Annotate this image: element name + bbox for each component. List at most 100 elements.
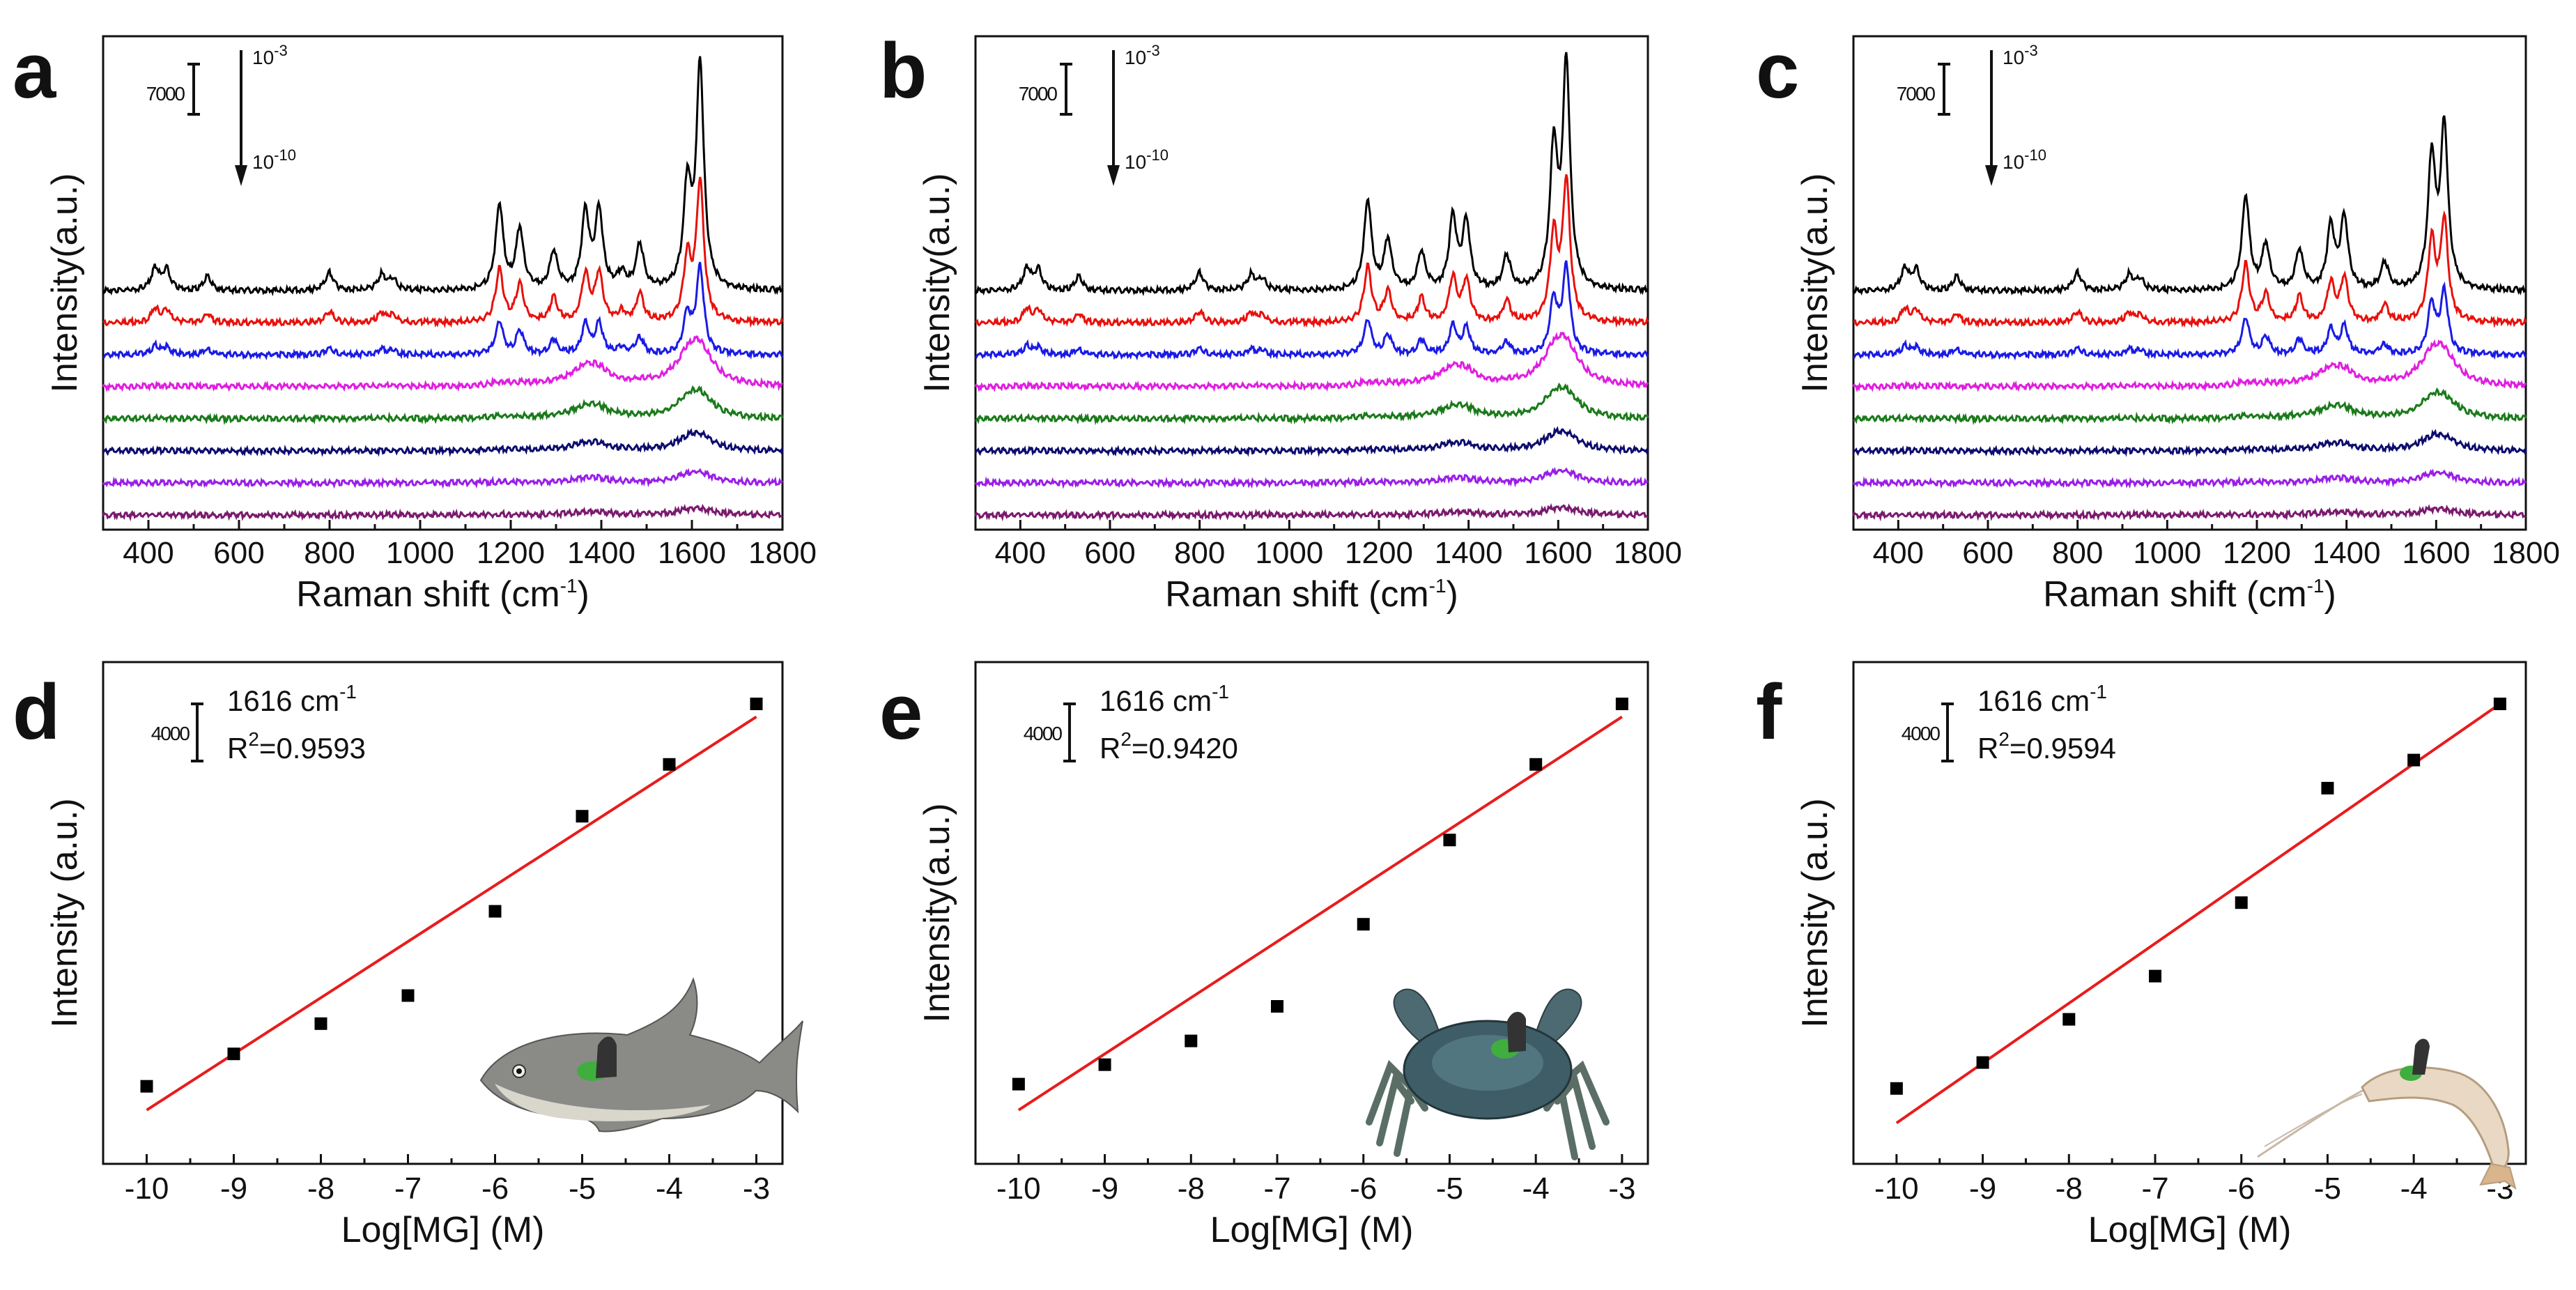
spectrum-line-5 (1853, 281, 2527, 361)
annotation-wavenumber: 1616 cm-1 (1100, 681, 1229, 717)
x-tick-label: -4 (2400, 1172, 2428, 1206)
panel-label-f: f (1756, 668, 1782, 755)
spectrum-line-9 (1852, 468, 2527, 489)
data-point (1890, 1082, 1903, 1095)
spectrum-line-4 (1853, 210, 2527, 329)
spectrum-line-8 (102, 428, 784, 457)
spectrum-line-7 (1853, 387, 2527, 426)
scatter-panel-d: d -10 -9 -8 -7 -6 -5 -4 -3 Log[MG] (M) Intensity (… (13, 661, 784, 1250)
shrimp-antenna (2257, 1086, 2370, 1158)
arrow-top-label: 10-3 (2003, 42, 2038, 68)
shrimp-illustration (2257, 1038, 2517, 1190)
annotation-wavenumber-main: 1616 cm (227, 684, 339, 717)
data-point (314, 1017, 327, 1030)
shrimp-antenna (2264, 1093, 2363, 1147)
arrow-bottom-exp: -10 (1146, 146, 1169, 164)
annotation-r2-sup: 2 (1998, 728, 2010, 750)
scale-bar-label: 4000 (151, 723, 190, 744)
panel-label-a: a (13, 27, 56, 114)
x-tick-label: 600 (1084, 536, 1135, 570)
data-point (1443, 834, 1456, 847)
data-point (401, 989, 415, 1002)
sensor-device-icon (2412, 1038, 2430, 1075)
spectrum-line-3 (1852, 115, 2527, 297)
spectrum-line-10 (102, 503, 783, 522)
x-tick-label: -3 (743, 1172, 770, 1206)
arrow-top-base: 10 (2003, 47, 2024, 68)
x-axis-title: Log[MG] (M) (2088, 1210, 2292, 1250)
panel-label-e: e (879, 668, 923, 755)
x-tick-label: 1800 (2492, 536, 2560, 570)
x-tick-label: -10 (1874, 1172, 1919, 1206)
spectrum-line-6 (102, 335, 784, 392)
plot-frame (102, 35, 784, 531)
data-point (1271, 1000, 1284, 1013)
spectrum-line-5 (102, 261, 784, 361)
data-point (2493, 698, 2506, 710)
x-tick-label: -9 (1969, 1172, 1996, 1206)
plot-frame (974, 661, 1649, 1165)
y-axis-title: Intensity(a.u.) (1795, 173, 1835, 392)
arrow-top-base: 10 (252, 47, 274, 68)
arrow-bottom-base: 10 (2003, 151, 2024, 173)
spectrum-line-6 (1852, 339, 2527, 392)
arrow-top-exp: -3 (274, 42, 288, 59)
data-point (2062, 1013, 2076, 1026)
spectrum-line-8 (1852, 429, 2527, 457)
spectrum-line-8 (974, 426, 1649, 457)
spectra-panel-a: a 400 600 800 1000 1200 1400 1600 1800 Raman shif… (13, 27, 817, 615)
x-axis-title: Raman shift (cm-1) (2043, 574, 2336, 615)
x-tick-label: -7 (394, 1172, 422, 1206)
x-tick-label: -3 (1608, 1172, 1635, 1206)
spectrum-line-7 (975, 382, 1649, 426)
data-point (750, 698, 763, 710)
arrow-head-icon (235, 165, 247, 186)
x-axis-title-suffix: ) (578, 574, 589, 615)
x-tick-label: 1600 (2402, 536, 2470, 570)
x-tick-label: 1200 (2223, 536, 2291, 570)
x-axis-title: Raman shift (cm-1) (1165, 574, 1458, 615)
y-axis-title: Intensity(a.u.) (45, 173, 85, 392)
x-tick-label: -7 (1263, 1172, 1290, 1206)
x-axis-title-main: Raman shift (cm (1165, 574, 1429, 615)
arrow-bottom-label: 10-10 (1125, 146, 1169, 173)
plot-frame (1852, 35, 2527, 531)
spectrum-line-6 (974, 331, 1649, 392)
x-tick-label: -6 (481, 1172, 509, 1206)
data-point (227, 1047, 240, 1061)
arrow-bottom-label: 10-10 (2003, 146, 2046, 173)
fit-line (1895, 702, 2501, 1125)
crab-shell-highlight (1432, 1035, 1543, 1091)
spectrum-line-10 (974, 502, 1649, 522)
x-tick-label: 1800 (748, 536, 817, 570)
x-tick-label: 1200 (1345, 536, 1413, 570)
x-axis-title: Raman shift (cm-1) (296, 574, 589, 615)
sensor-device-icon (596, 1036, 617, 1078)
x-tick-label: 1800 (1614, 536, 1682, 570)
x-tick-label: 400 (995, 536, 1046, 570)
fit-line (1017, 715, 1623, 1112)
x-tick-label: -10 (125, 1172, 169, 1206)
x-tick-label: -9 (220, 1172, 247, 1206)
data-point (1976, 1056, 1989, 1069)
data-point (1012, 1077, 1025, 1091)
annotation-r2: R2=0.9420 (1100, 728, 1238, 765)
annotation-wavenumber-sup: -1 (1212, 681, 1229, 702)
arrow-bottom-label: 10-10 (252, 146, 296, 173)
x-tick-label: -5 (569, 1172, 596, 1206)
data-point (1529, 758, 1543, 771)
x-tick-label: 600 (1962, 536, 2013, 570)
annotation-wavenumber-main: 1616 cm (1977, 684, 2090, 717)
x-tick-label: -6 (2228, 1172, 2255, 1206)
spectra-panel-b: b 400 600 800 1000 1200 1400 1600 1800 Raman shif… (879, 27, 1682, 615)
arrow-top-base: 10 (1125, 47, 1146, 68)
crab-illustration (1366, 988, 1610, 1160)
plot-frame (102, 661, 784, 1165)
x-axis-title-main: Raman shift (cm (296, 574, 560, 615)
spectrum-line-9 (102, 468, 784, 489)
x-tick-label: 1200 (477, 536, 545, 570)
arrow-bottom-base: 10 (1125, 151, 1146, 173)
panel-label-c: c (1756, 27, 1799, 114)
y-axis-title: Intensity(a.u.) (917, 173, 957, 392)
data-point (140, 1080, 153, 1093)
